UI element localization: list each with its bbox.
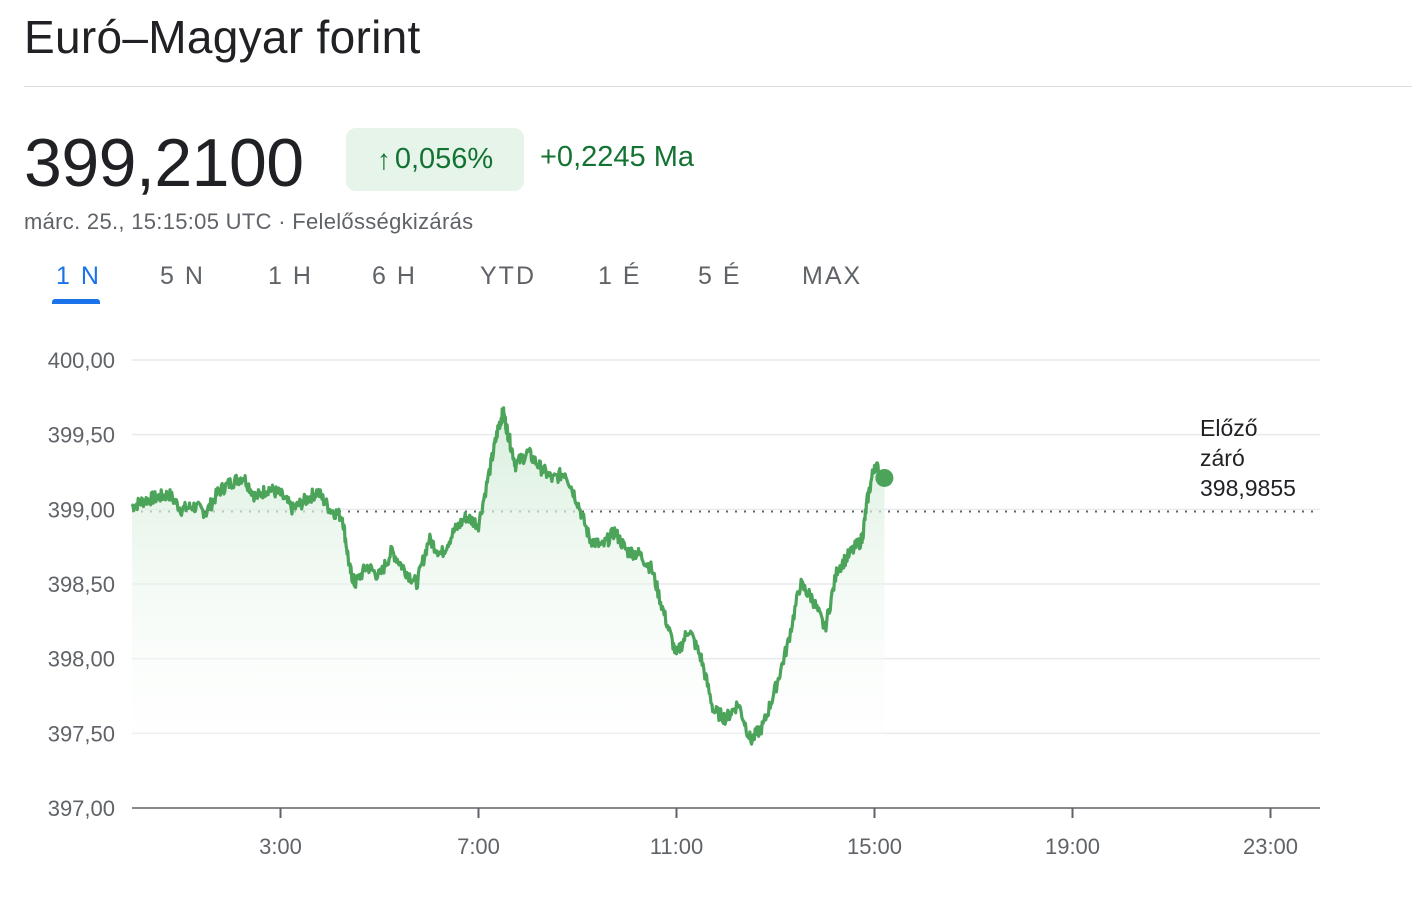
change-absolute: +0,2245 Ma bbox=[540, 141, 694, 173]
tab-1e[interactable]: 1 É bbox=[598, 262, 642, 290]
page-title: Euró–Magyar forint bbox=[24, 11, 421, 63]
y-tick-label: 398,50 bbox=[48, 572, 115, 597]
x-tick-label: 3:00 bbox=[259, 834, 302, 859]
tab-5n[interactable]: 5 N bbox=[160, 262, 205, 290]
previous-close-label: 398,9855 bbox=[1200, 475, 1296, 501]
tab-1n[interactable]: 1 N bbox=[56, 262, 101, 290]
change-percent-badge: ↑ 0,056% bbox=[346, 128, 524, 191]
x-tick-label: 7:00 bbox=[457, 834, 500, 859]
up-arrow-icon: ↑ bbox=[376, 143, 391, 175]
y-tick-label: 397,00 bbox=[48, 796, 115, 821]
current-price: 399,2100 bbox=[24, 125, 304, 201]
x-tick-label: 19:00 bbox=[1045, 834, 1100, 859]
x-tick-label: 23:00 bbox=[1243, 834, 1298, 859]
header-divider bbox=[24, 86, 1412, 87]
active-tab-indicator bbox=[52, 299, 100, 304]
price-line[interactable] bbox=[130, 406, 886, 746]
tab-max[interactable]: MAX bbox=[802, 262, 863, 290]
previous-close-label: záró bbox=[1200, 445, 1245, 471]
y-tick-label: 399,50 bbox=[48, 423, 115, 448]
y-tick-label: 397,50 bbox=[48, 721, 115, 746]
timestamp-disclaimer: márc. 25., 15:15:05 UTC · Felelősségkizá… bbox=[24, 209, 474, 234]
tab-6h[interactable]: 6 H bbox=[372, 262, 417, 290]
x-tick-label: 11:00 bbox=[650, 834, 703, 859]
y-tick-label: 400,00 bbox=[48, 348, 115, 373]
x-tick-label: 15:00 bbox=[847, 834, 902, 859]
y-tick-label: 398,00 bbox=[48, 647, 115, 672]
previous-close-label: Előző bbox=[1200, 415, 1258, 441]
tab-ytd[interactable]: YTD bbox=[480, 262, 536, 290]
tab-1h[interactable]: 1 H bbox=[268, 262, 313, 290]
tab-5e[interactable]: 5 É bbox=[698, 262, 742, 290]
change-percent: 0,056% bbox=[394, 143, 494, 175]
y-tick-label: 399,00 bbox=[48, 497, 115, 522]
current-price-point[interactable] bbox=[875, 468, 894, 487]
